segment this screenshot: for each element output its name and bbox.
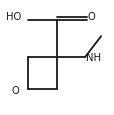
Text: NH: NH bbox=[85, 53, 100, 63]
Text: O: O bbox=[11, 85, 19, 95]
Text: O: O bbox=[87, 12, 95, 22]
Text: HO: HO bbox=[6, 12, 21, 22]
